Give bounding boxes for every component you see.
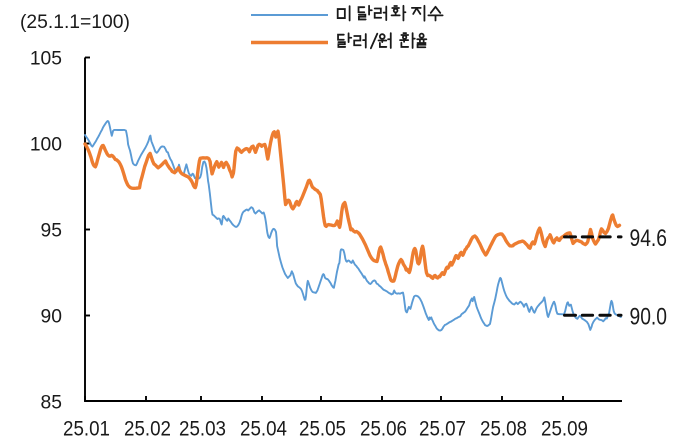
svg-text:25.07: 25.07 xyxy=(419,417,466,440)
svg-text:95: 95 xyxy=(41,220,62,241)
svg-text:25.02: 25.02 xyxy=(124,417,171,440)
svg-text:(25.1.1=100): (25.1.1=100) xyxy=(20,12,130,33)
svg-text:25.08: 25.08 xyxy=(480,417,527,440)
svg-text:25.06: 25.06 xyxy=(360,417,407,440)
svg-text:25.03: 25.03 xyxy=(179,417,226,440)
svg-text:90: 90 xyxy=(41,306,62,327)
svg-text:90.0: 90.0 xyxy=(630,303,668,330)
svg-text:105: 105 xyxy=(30,48,62,69)
svg-text:25.09: 25.09 xyxy=(541,417,588,440)
svg-text:25.01: 25.01 xyxy=(63,417,110,440)
svg-text:94.6: 94.6 xyxy=(630,225,668,252)
svg-text:100: 100 xyxy=(30,134,62,155)
svg-text:25.04: 25.04 xyxy=(240,417,287,440)
svg-text:25.05: 25.05 xyxy=(299,417,346,440)
svg-text:85: 85 xyxy=(41,392,62,413)
